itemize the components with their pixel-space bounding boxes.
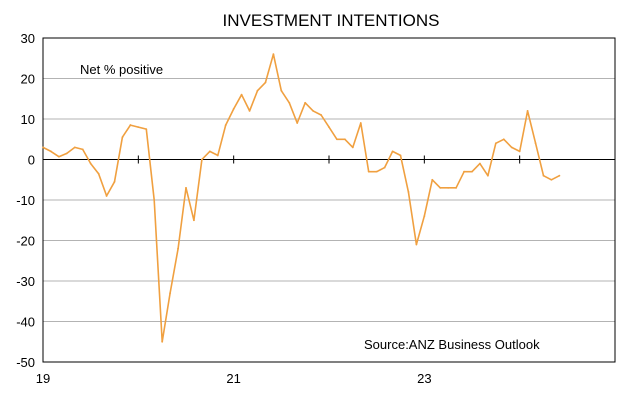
data-point (272, 53, 275, 56)
data-point (137, 126, 140, 128)
data-point (240, 93, 243, 96)
data-point (486, 174, 489, 177)
data-point (153, 199, 156, 201)
data-point (97, 172, 100, 175)
data-point (42, 146, 44, 149)
data-point (463, 170, 465, 173)
data-point (185, 186, 187, 189)
y-tick-label: 30 (21, 31, 35, 46)
x-axis-tick-marks (137, 155, 521, 164)
data-point (50, 150, 52, 153)
data-point (232, 107, 235, 110)
series-line (42, 53, 560, 343)
data-point (81, 148, 84, 151)
data-point (288, 101, 291, 104)
data-point (383, 166, 386, 169)
source-label: Source:ANZ Business Outlook (364, 337, 540, 352)
data-point (105, 195, 108, 197)
data-point (534, 142, 537, 145)
data-point (518, 150, 521, 153)
chart-title: INVESTMENT INTENTIONS (223, 11, 440, 30)
x-tick-label: 21 (226, 371, 240, 386)
data-point (407, 191, 410, 193)
y-tick-label: 10 (21, 112, 35, 127)
x-axis-tick-labels: 19 21 23 (36, 371, 432, 386)
data-point (328, 126, 330, 128)
data-point (200, 158, 203, 161)
data-point (129, 124, 132, 126)
data-point (399, 154, 402, 157)
data-point (431, 178, 434, 181)
y-axis-tick-labels: 30 20 10 0 -10 -20 -30 -40 -50 (16, 31, 35, 370)
data-point (224, 124, 227, 126)
data-point (193, 219, 195, 222)
data-point (73, 146, 76, 149)
data-point (542, 174, 545, 177)
data-point (336, 138, 338, 141)
data-point (415, 243, 418, 246)
data-point (57, 155, 60, 158)
data-point (264, 81, 267, 84)
data-point (447, 186, 450, 189)
net-positive-label: Net % positive (80, 62, 163, 77)
data-point (161, 340, 164, 343)
series-group (42, 53, 561, 343)
data-point (145, 128, 148, 131)
data-point (248, 110, 251, 112)
data-point (280, 89, 283, 92)
data-point (439, 186, 442, 189)
data-point (526, 110, 529, 112)
data-point (502, 138, 505, 141)
data-point (312, 110, 315, 112)
data-point (256, 89, 259, 92)
data-point (121, 136, 124, 139)
y-tick-label: 20 (21, 72, 35, 87)
data-point (391, 150, 394, 153)
data-point (208, 150, 211, 153)
data-point (113, 180, 116, 183)
y-tick-label: -30 (16, 274, 35, 289)
data-point (320, 114, 322, 116)
data-point (375, 170, 378, 173)
data-point (359, 122, 362, 124)
plot-frame (42, 37, 616, 363)
data-point (296, 122, 299, 124)
y-tick-label: -50 (16, 355, 35, 370)
data-point (479, 162, 481, 165)
data-point (423, 215, 426, 218)
data-point (558, 174, 561, 177)
data-point (510, 146, 513, 149)
data-point (367, 170, 370, 173)
data-point (216, 154, 219, 157)
data-point (455, 186, 458, 189)
data-point (169, 292, 172, 295)
y-tick-label: 0 (28, 153, 35, 168)
y-tick-label: -40 (16, 315, 35, 330)
data-point (304, 101, 307, 104)
x-tick-label: 19 (36, 371, 50, 386)
data-point (494, 142, 497, 145)
data-point (89, 162, 92, 165)
data-point (65, 152, 68, 155)
data-point (177, 247, 179, 250)
y-tick-label: -20 (16, 234, 35, 249)
data-point (351, 146, 354, 149)
data-point (343, 138, 346, 141)
data-point (471, 170, 473, 173)
x-tick-label: 23 (417, 371, 431, 386)
data-point (550, 178, 553, 181)
y-tick-label: -10 (16, 193, 35, 208)
